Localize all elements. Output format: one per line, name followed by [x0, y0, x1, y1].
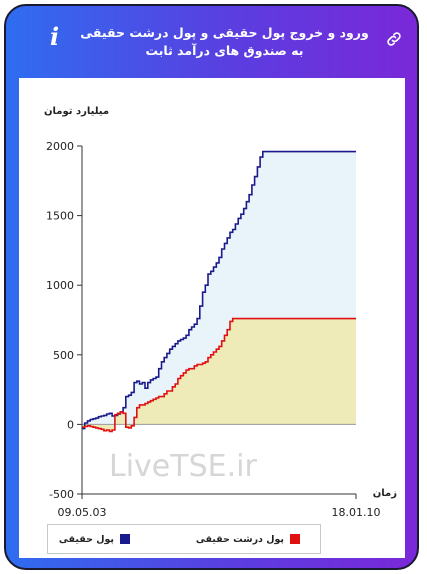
y-tick-label: 1500 [46, 210, 74, 223]
y-axis-label: میلیارد تومان [44, 106, 109, 117]
legend-label-real-money: پول حقیقی [58, 533, 114, 545]
y-tick-label: 2000 [46, 140, 74, 153]
legend-item-large-real-money[interactable]: پول درشت حقیقی [196, 531, 300, 547]
y-tick-label: -500 [49, 488, 74, 501]
legend-swatch-real-money [120, 534, 130, 544]
legend: پول حقیقی پول درشت حقیقی [47, 524, 321, 554]
series-area-1 [82, 318, 356, 432]
info-icon[interactable]: i [50, 22, 60, 51]
card-header: ورود و خروج پول حقیقی و پول درشت حقیقی ب… [16, 18, 407, 76]
watermark: LiveTSE.ir [109, 449, 257, 484]
link-icon[interactable] [385, 30, 403, 48]
chart-title: ورود و خروج پول حقیقی و پول درشت حقیقی ب… [80, 25, 369, 58]
x-axis-label: زمان [373, 488, 397, 499]
chart-panel: میلیارد تومان زمان LiveTSE.ir 2000 1500 10… [19, 78, 405, 558]
legend-swatch-large-real-money [290, 534, 300, 544]
legend-label-large-real-money: پول درشت حقیقی [195, 533, 284, 545]
x-tick-label: 18.01.10 [332, 506, 381, 518]
y-tick-label: 0 [67, 418, 74, 431]
chart-svg: میلیارد تومان زمان LiveTSE.ir 2000 1500 10… [44, 106, 397, 519]
legend-item-real-money[interactable]: پول حقیقی [59, 531, 130, 547]
x-tick-label: 09.05.03 [58, 506, 107, 518]
series-line-1 [82, 317, 356, 433]
chart-card: ورود و خروج پول حقیقی و پول درشت حقیقی ب… [4, 4, 419, 570]
y-tick-label: 500 [53, 349, 74, 362]
y-tick-label: 1000 [46, 279, 74, 292]
